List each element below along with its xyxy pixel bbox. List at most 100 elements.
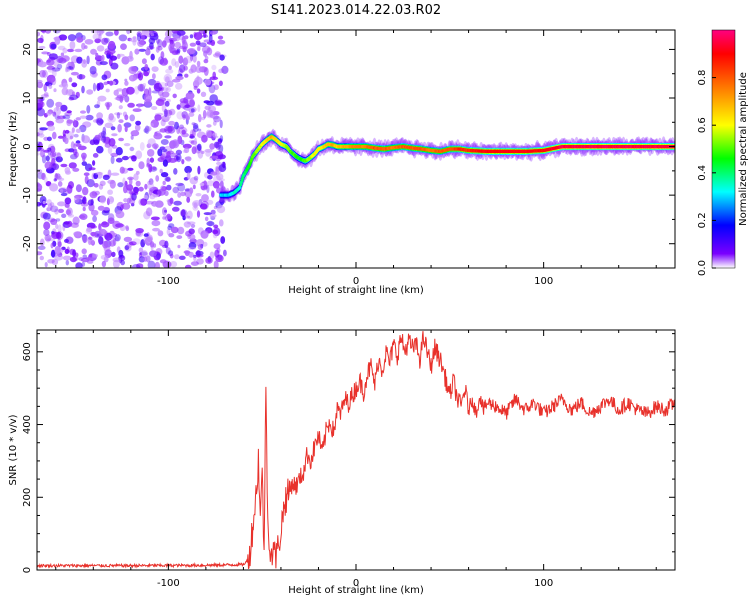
noise-cell <box>138 256 146 263</box>
noise-cell <box>159 128 167 133</box>
noise-cell <box>178 255 186 260</box>
noise-cell <box>56 102 59 112</box>
noise-cell <box>104 101 113 108</box>
noise-cell <box>175 182 184 186</box>
noise-cell <box>219 54 225 61</box>
noise-cell <box>62 47 68 54</box>
noise-cell <box>100 254 109 260</box>
noise-cell <box>213 84 219 91</box>
noise-cell <box>76 36 84 43</box>
heatmap-xtick-label: 0 <box>353 276 359 287</box>
noise-cell <box>213 141 220 148</box>
colorbar-tick-label: 0.6 <box>697 117 708 133</box>
noise-cell <box>60 104 68 112</box>
noise-cell <box>131 155 137 162</box>
noise-cell <box>52 30 61 34</box>
noise-cell <box>105 88 110 93</box>
noise-cell <box>43 83 48 92</box>
noise-cell <box>46 59 51 63</box>
noise-cell <box>41 51 49 55</box>
noise-cell <box>144 63 149 71</box>
noise-cell <box>144 200 154 205</box>
noise-cell <box>192 204 199 211</box>
noise-cell <box>115 147 123 156</box>
noise-cell <box>56 115 66 120</box>
noise-cell <box>45 155 50 162</box>
noise-cell <box>120 260 125 266</box>
colorbar-tick-label: 0.4 <box>697 165 708 181</box>
noise-cell <box>116 94 126 99</box>
noise-cell <box>192 54 197 63</box>
noise-cell <box>191 146 197 155</box>
noise-cell <box>166 228 171 236</box>
noise-cell <box>148 178 154 186</box>
noise-cell <box>92 82 97 92</box>
noise-cell <box>54 208 59 215</box>
noise-cell <box>127 167 134 171</box>
noise-cell <box>192 123 199 130</box>
noise-cell <box>63 221 70 225</box>
noise-cell <box>168 43 175 52</box>
noise-cell <box>183 221 192 228</box>
noise-cell <box>205 257 213 264</box>
noise-cell <box>110 172 120 176</box>
noise-cell <box>207 175 213 180</box>
noise-cell <box>132 38 137 46</box>
noise-cell <box>192 200 202 207</box>
noise-cell <box>98 132 105 141</box>
noise-cell <box>165 68 174 74</box>
noise-cell <box>93 172 99 180</box>
noise-cell <box>46 111 52 116</box>
noise-cell <box>51 231 60 239</box>
noise-cell <box>166 151 171 157</box>
noise-cell <box>54 156 60 161</box>
noise-cell <box>182 215 186 221</box>
noise-cell <box>81 161 88 167</box>
noise-cell <box>79 124 87 133</box>
noise-cell <box>47 125 55 132</box>
noise-cell <box>190 64 197 73</box>
noise-cell <box>182 57 189 66</box>
noise-cell <box>106 198 110 206</box>
noise-cell <box>46 147 52 151</box>
noise-cell <box>92 160 96 166</box>
noise-cell <box>40 30 47 33</box>
noise-cell <box>208 84 216 94</box>
heatmap-ytick-label: 0 <box>22 143 33 149</box>
noise-cell <box>209 76 219 81</box>
noise-cell <box>39 101 45 108</box>
noise-cell <box>97 95 107 102</box>
noise-cell <box>162 260 172 268</box>
noise-cell <box>159 58 169 66</box>
noise-cell <box>112 257 121 263</box>
noise-cell <box>150 53 155 61</box>
noise-cell <box>207 180 215 187</box>
noise-cell <box>147 260 156 268</box>
noise-cell <box>92 33 100 40</box>
noise-cell <box>203 50 208 57</box>
noise-cell <box>96 112 103 120</box>
colorbar-tick-label: 0.2 <box>697 212 708 228</box>
noise-cell <box>189 135 196 139</box>
noise-cell <box>124 95 130 103</box>
noise-cell <box>168 65 172 71</box>
noise-cell <box>90 209 99 216</box>
noise-cell <box>181 159 185 165</box>
noise-cell <box>186 210 193 220</box>
noise-cell <box>37 132 40 137</box>
noise-cell <box>88 236 93 240</box>
noise-cell <box>68 148 75 153</box>
noise-cell <box>42 212 51 220</box>
noise-cell <box>144 183 148 190</box>
noise-cell <box>175 49 181 55</box>
noise-cell <box>196 88 201 94</box>
noise-cell <box>175 82 183 90</box>
noise-cell <box>118 105 123 110</box>
noise-cell <box>183 215 191 219</box>
noise-cell <box>82 197 86 203</box>
noise-cell <box>138 161 145 170</box>
heatmap-ylabel: Frequency (Hz) <box>8 111 19 187</box>
noise-cell <box>62 255 72 261</box>
noise-cell <box>157 188 166 196</box>
noise-cell <box>184 165 193 174</box>
